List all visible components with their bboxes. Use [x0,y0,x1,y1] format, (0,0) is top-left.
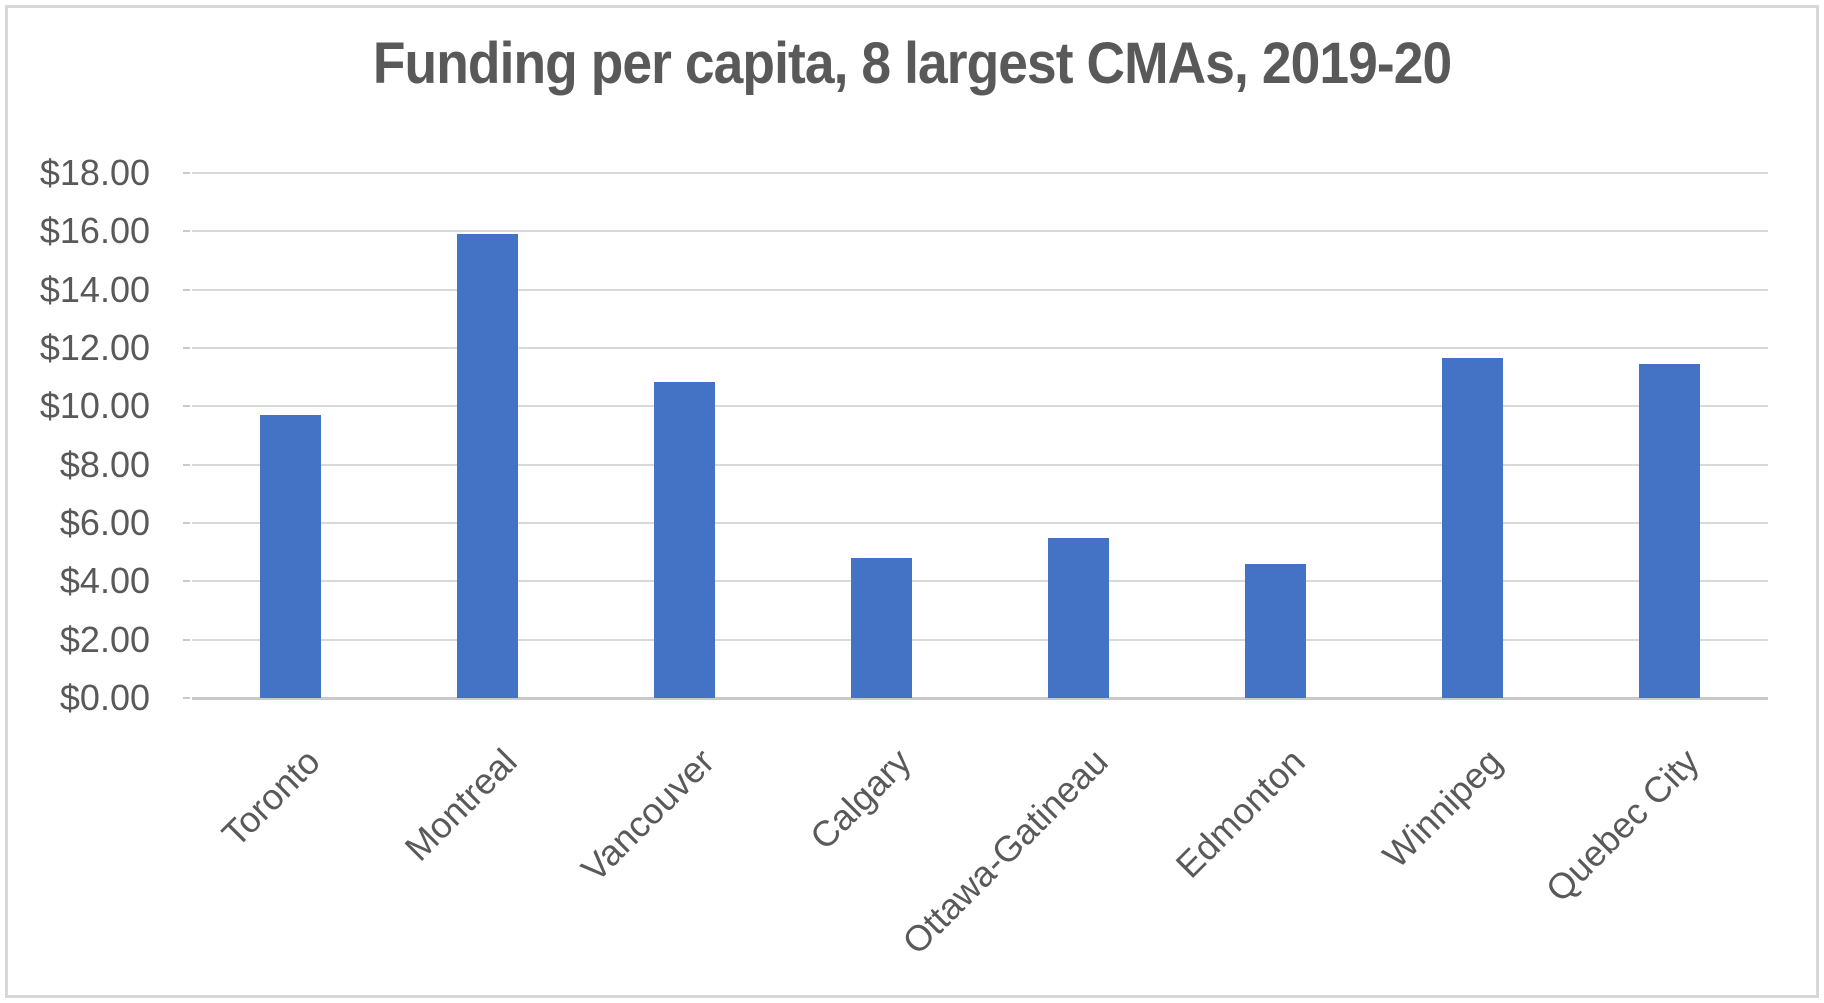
y-tick-label: $18.00 [39,152,150,193]
y-tick-mark [183,464,190,466]
gridline [192,289,1768,291]
y-tick-mark [183,580,190,582]
y-tick-mark [183,697,190,699]
y-tick-label: $0.00 [59,677,150,718]
y-tick-label: $2.00 [59,619,150,660]
bar-toronto [260,415,321,698]
y-tick-mark [183,405,190,407]
bar-ottawa-gatineau [1048,538,1109,698]
y-tick-mark [183,289,190,291]
bar-quebec-city [1639,364,1700,698]
y-tick-mark [183,522,190,524]
y-tick-label: $16.00 [39,210,150,251]
bar-winnipeg [1442,358,1503,698]
chart-title-text: Funding per capita, 8 largest CMAs, 2019… [372,31,1452,96]
gridline [192,522,1768,524]
gridline [192,172,1768,174]
gridline [192,347,1768,349]
bar-edmonton [1245,564,1306,698]
y-tick-label: $10.00 [39,385,150,426]
y-tick-mark [183,639,190,641]
gridline [192,230,1768,232]
plot-area [192,172,1768,700]
y-tick-label: $14.00 [39,269,150,310]
y-tick-mark [183,230,190,232]
x-axis-line [192,697,1768,700]
gridline [192,639,1768,641]
y-tick-label: $6.00 [59,502,150,543]
y-tick-mark [183,172,190,174]
y-tick-label: $8.00 [59,444,150,485]
gridline [192,464,1768,466]
y-tick-label: $12.00 [39,327,150,368]
bar-montreal [457,234,518,698]
y-tick-label: $4.00 [59,560,150,601]
chart-title: Funding per capita, 8 largest CMAs, 2019… [0,30,1824,97]
bar-vancouver [654,382,715,698]
y-tick-mark [183,347,190,349]
gridline [192,580,1768,582]
bar-calgary [851,558,912,698]
gridline [192,405,1768,407]
